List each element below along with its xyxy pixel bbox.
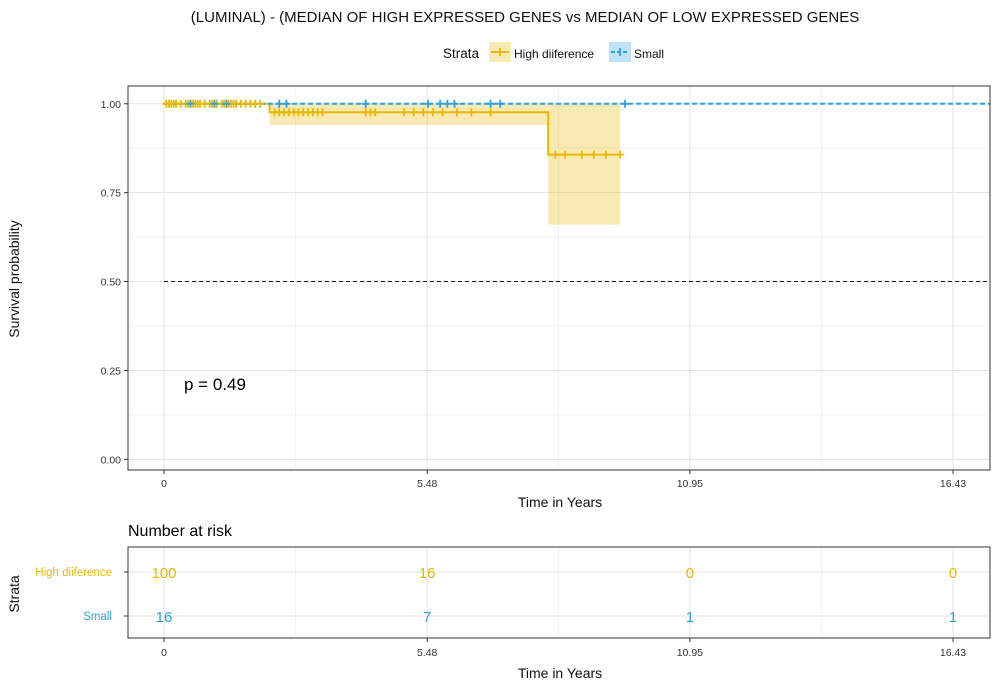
- legend-title: Strata: [443, 46, 480, 61]
- risk-x-tick-label: 5.48: [417, 647, 438, 659]
- risk-x-tick-label: 10.95: [677, 647, 703, 659]
- x-axis-title: Time in Years: [518, 494, 602, 510]
- y-tick-label: 0.75: [101, 188, 122, 200]
- y-axis-title: Survival probability: [6, 220, 22, 338]
- risk-x-axis-title: Time in Years: [518, 665, 602, 681]
- y-tick-label: 0.00: [101, 454, 122, 466]
- risk-cell: 0: [686, 565, 694, 582]
- ci-band-0: [269, 103, 549, 126]
- risk-cell: 1: [686, 609, 694, 626]
- legend-label-0: High diiference: [514, 47, 594, 61]
- main-plot-area: 0 5.48 10.95 16.43 0.00 0.25 0.50 0.75 1.00: [101, 85, 991, 490]
- risk-cell: 0: [949, 565, 957, 582]
- risk-cell: 16: [419, 565, 436, 582]
- x-tick-label: 16.43: [940, 478, 966, 490]
- risk-table: High diiference 100 16 0 0 Small 16 7 1 1 0 5.48 10.…: [35, 546, 991, 659]
- risk-strata-label: Small: [83, 611, 112, 623]
- risk-cell: 100: [152, 565, 177, 582]
- legend-label-1: Small: [634, 47, 664, 61]
- x-tick-label: 10.95: [677, 478, 703, 490]
- chart-title: (LUMINAL) - (MEDIAN OF HIGH EXPRESSED GE…: [191, 9, 859, 26]
- risk-strata-label: High diiference: [35, 567, 112, 579]
- y-tick-label: 1.00: [101, 99, 122, 111]
- y-tick-label: 0.25: [101, 365, 122, 377]
- risk-x-tick-label: 0: [161, 647, 167, 659]
- x-tick-label: 0: [161, 478, 167, 490]
- risk-cell: 16: [156, 609, 173, 626]
- p-value-annotation: p = 0.49: [184, 375, 246, 394]
- risk-cell: 1: [949, 609, 957, 626]
- plot-border: [127, 85, 991, 471]
- x-tick-label: 5.48: [417, 478, 438, 490]
- risk-cell: 7: [423, 609, 431, 626]
- y-tick-label: 0.50: [101, 277, 122, 289]
- legend: Strata High diiference Small: [443, 42, 664, 62]
- risk-x-tick-label: 16.43: [940, 647, 966, 659]
- risk-border: [127, 546, 991, 639]
- risk-table-title: Number at risk: [128, 523, 233, 540]
- risk-y-axis-title: Strata: [6, 575, 22, 613]
- ci-band-0: [548, 103, 621, 225]
